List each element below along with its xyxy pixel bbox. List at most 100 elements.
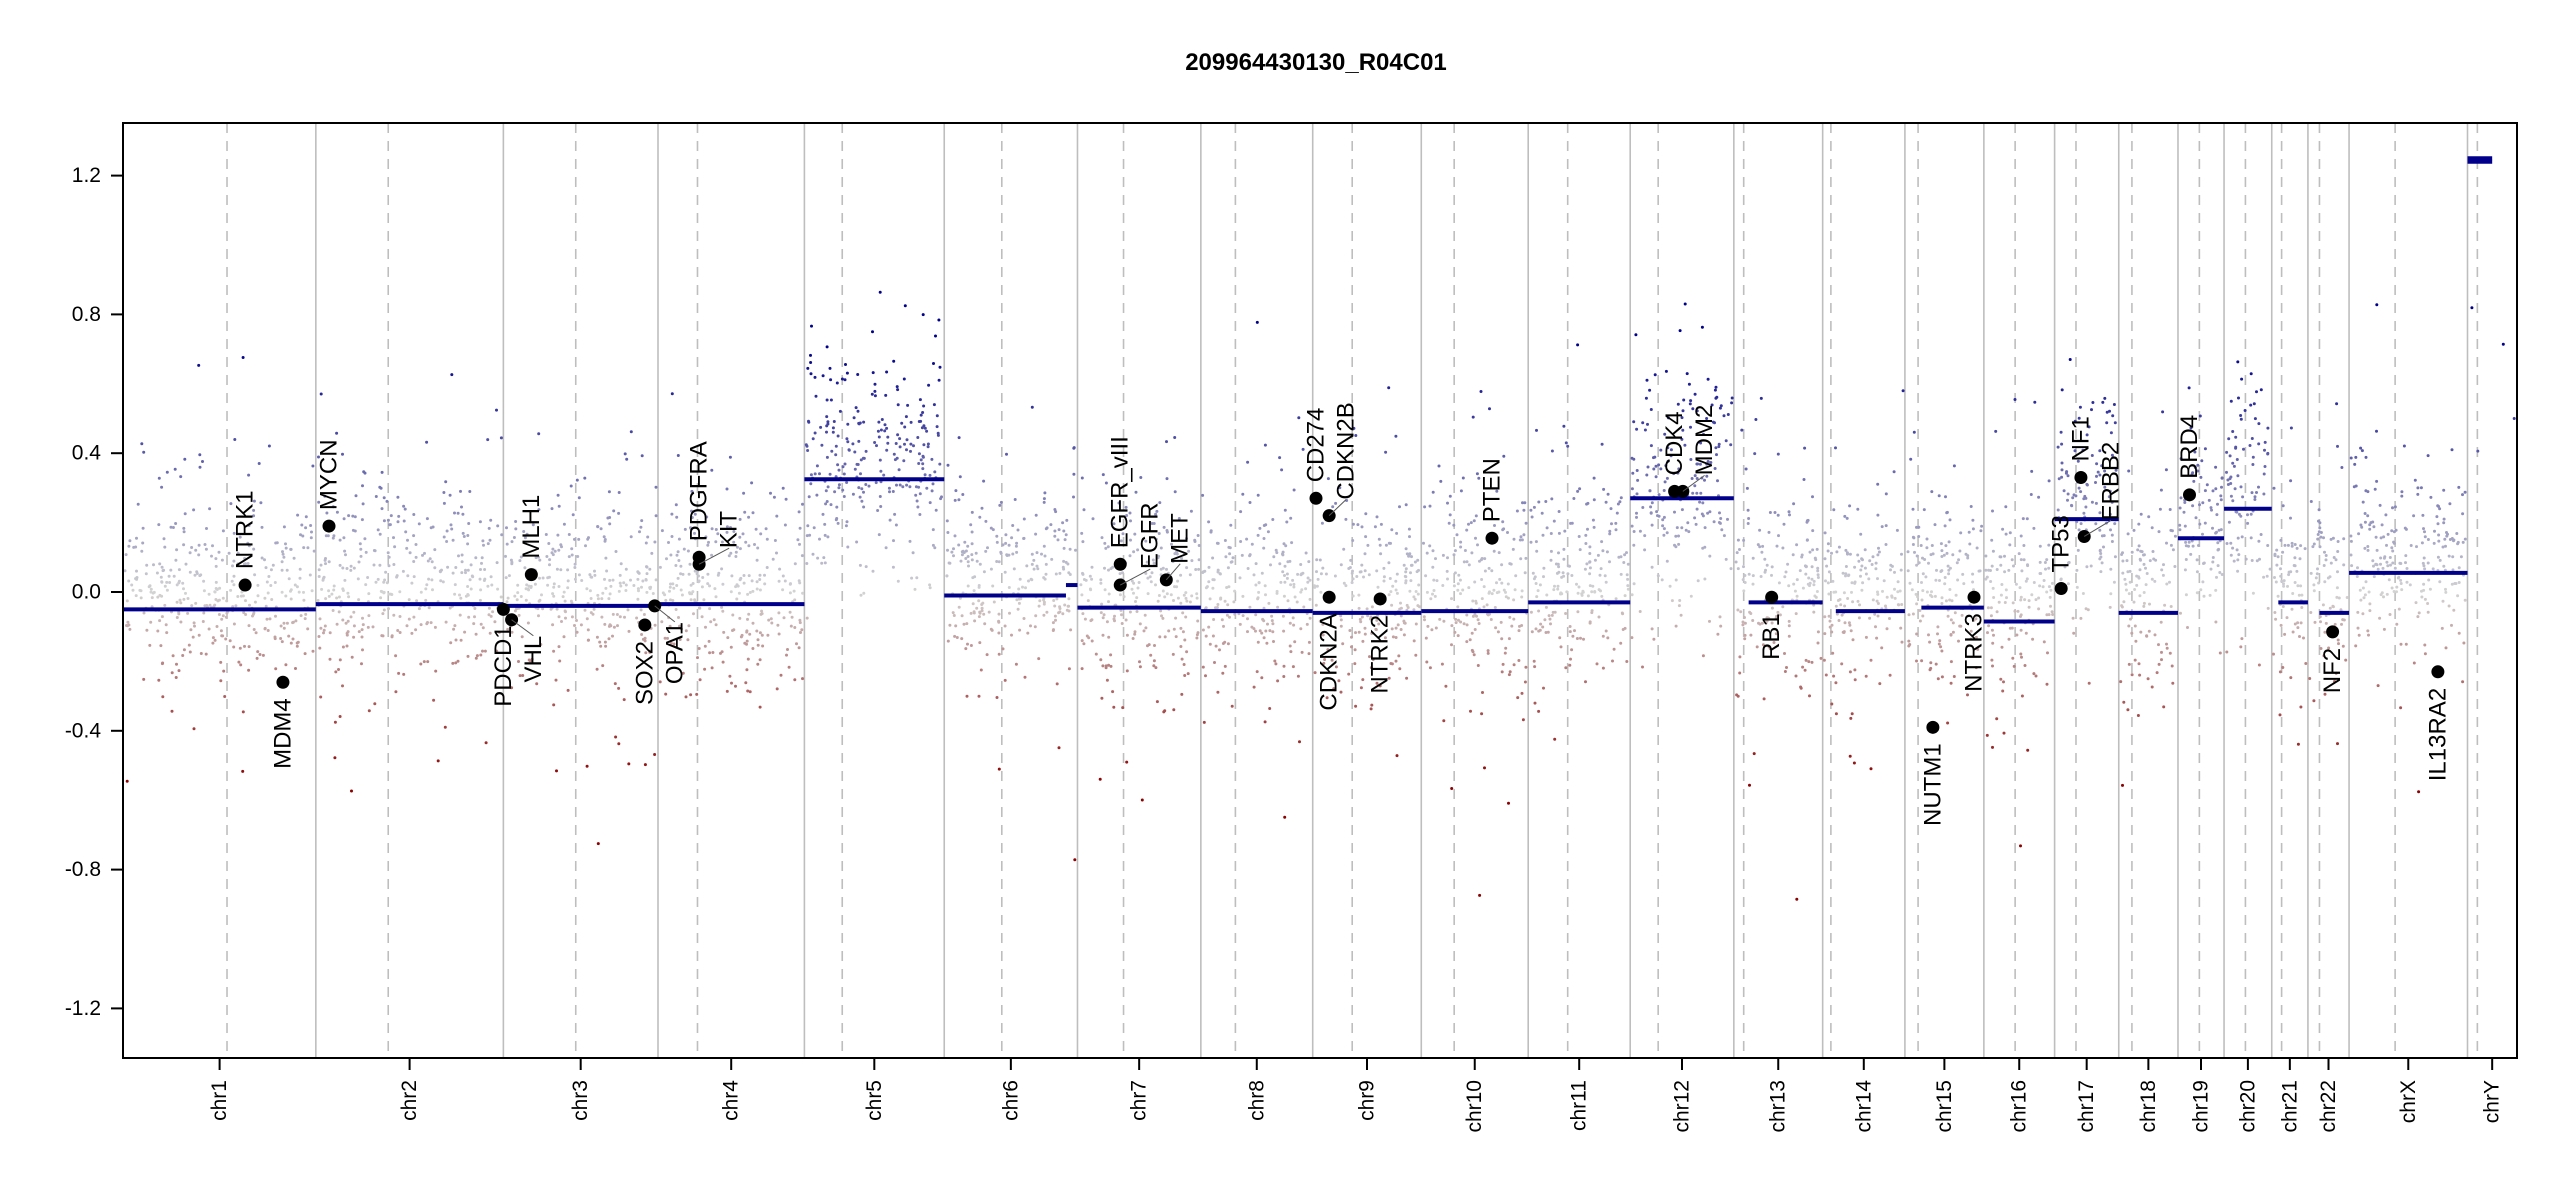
gene-erbb2: ERBB2 — [2077, 442, 2124, 543]
probe-point — [2231, 461, 2235, 465]
probe-point — [815, 493, 819, 497]
probe-point — [1775, 614, 1778, 618]
probe-point — [2445, 531, 2448, 534]
probe-point — [2012, 664, 2016, 668]
probe-point — [1226, 566, 1230, 570]
probe-point — [527, 658, 531, 662]
probe-point — [2422, 556, 2426, 560]
probe-point — [2382, 595, 2385, 599]
probe-point — [1804, 572, 1808, 576]
probe-point — [910, 576, 914, 580]
probe-point — [1323, 658, 1327, 661]
probe-point — [1104, 481, 1108, 485]
probe-point — [317, 455, 320, 459]
probe-point — [487, 526, 491, 530]
probe-point — [695, 572, 699, 576]
probe-point — [1363, 552, 1367, 556]
probe-point — [645, 590, 649, 594]
probe-point — [2312, 699, 2316, 703]
probe-point — [1563, 529, 1567, 533]
probe-point — [823, 561, 827, 565]
probe-point — [1890, 594, 1894, 598]
probe-point — [1418, 605, 1421, 609]
x-tick-label-chr21: chr21 — [2278, 1080, 2301, 1133]
probe-point — [516, 591, 520, 595]
probe-point — [460, 505, 463, 509]
probe-point — [1787, 584, 1791, 588]
probe-point — [1424, 636, 1428, 640]
probe-point — [281, 550, 284, 554]
probe-point — [1359, 686, 1363, 690]
probe-point — [125, 599, 129, 603]
probe-point — [2361, 612, 2365, 616]
probe-point — [1835, 612, 1839, 616]
probe-point — [1576, 591, 1580, 595]
probe-point — [2146, 677, 2150, 681]
probe-point — [775, 687, 779, 691]
probe-point — [1195, 633, 1199, 637]
probe-point — [2002, 680, 2005, 684]
probe-point — [1032, 567, 1036, 571]
probe-point — [1492, 588, 1496, 592]
probe-point — [1183, 638, 1187, 642]
probe-point — [1876, 577, 1879, 581]
probe-point — [1695, 507, 1699, 511]
probe-point — [1851, 600, 1855, 604]
probe-point — [608, 578, 612, 582]
probe-point — [1971, 518, 1975, 522]
probe-point — [2229, 494, 2233, 498]
probe-point — [618, 615, 622, 619]
probe-point — [2090, 500, 2094, 504]
probe-point — [2331, 536, 2335, 540]
probe-point — [1522, 533, 1526, 537]
probe-point — [1521, 501, 1524, 505]
probe-point — [751, 589, 755, 593]
probe-point — [1001, 647, 1005, 651]
probe-point — [2182, 510, 2186, 514]
probe-point — [1869, 767, 1873, 771]
probe-point — [1749, 612, 1753, 615]
probe-point — [928, 501, 932, 505]
probe-point — [2103, 469, 2107, 473]
probe-point — [650, 551, 654, 555]
probe-point — [1321, 633, 1325, 637]
probe-point — [1390, 528, 1394, 532]
probe-point — [491, 610, 495, 614]
probe-point — [1630, 593, 1634, 597]
probe-point — [1795, 543, 1799, 547]
probe-point — [2126, 570, 2130, 574]
probe-point — [740, 633, 744, 637]
probe-point — [342, 536, 346, 540]
probe-point — [1423, 505, 1427, 509]
probe-point — [548, 563, 551, 567]
probe-point — [1687, 530, 1691, 534]
probe-point — [2441, 545, 2445, 549]
probe-point — [1359, 620, 1363, 624]
probe-point — [959, 559, 963, 563]
probe-point — [1030, 552, 1034, 556]
probe-point — [2155, 671, 2159, 675]
probe-point — [224, 615, 228, 619]
probe-point — [1949, 660, 1953, 664]
probe-point — [1308, 597, 1312, 601]
probe-point — [1316, 577, 1320, 581]
probe-point — [2311, 545, 2315, 549]
probe-point — [2074, 494, 2078, 498]
probe-point — [379, 596, 383, 600]
probe-point — [1819, 656, 1823, 660]
probe-point — [2126, 708, 2130, 712]
probe-point — [449, 641, 453, 645]
probe-point — [669, 598, 672, 602]
probe-point — [188, 650, 192, 654]
x-tick-label-chr15: chr15 — [1933, 1080, 1956, 1133]
probe-point — [537, 432, 541, 436]
probe-point — [2229, 482, 2233, 485]
probe-point — [2452, 608, 2456, 612]
gene-point — [1309, 491, 1323, 505]
probe-point — [1159, 546, 1163, 550]
probe-point — [2037, 607, 2041, 611]
probe-point — [1155, 509, 1159, 513]
probe-point — [242, 611, 246, 615]
probe-point — [304, 526, 308, 530]
probe-point — [653, 623, 657, 627]
